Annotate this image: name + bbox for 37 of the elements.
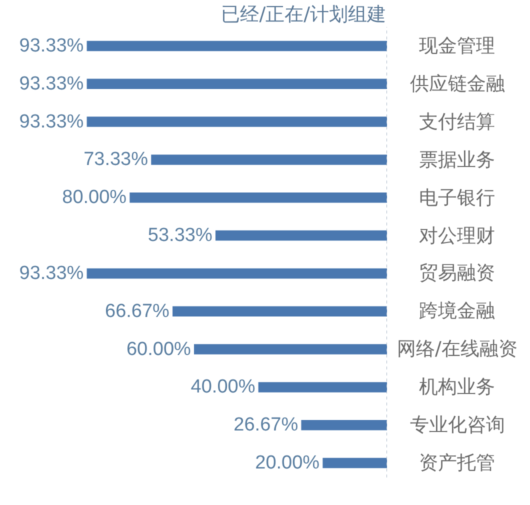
y-tick-label: 网络/在线融资	[397, 338, 518, 360]
bar	[301, 420, 387, 430]
bar	[194, 344, 387, 354]
data-label: 93.33%	[19, 73, 84, 94]
data-label: 20.00%	[255, 452, 320, 474]
y-tick-label: 支付结算	[419, 111, 495, 133]
bar	[151, 154, 387, 165]
chart-title: 已经/正在/计划组建	[221, 4, 386, 26]
data-label: 40.00%	[190, 376, 256, 398]
bar	[86, 78, 387, 89]
data-label: 26.67%	[234, 414, 298, 436]
data-label: 73.33%	[84, 149, 148, 170]
bar	[215, 230, 387, 241]
bar	[258, 382, 387, 392]
y-tick-label: 专业化咨询	[410, 414, 505, 436]
bar	[130, 192, 387, 203]
y-tick-label: 跨境金融	[419, 300, 495, 322]
bar	[322, 458, 387, 468]
y-tick-label: 资产托管	[419, 452, 495, 474]
y-tick-label: 对公理财	[419, 225, 495, 247]
y-tick-label: 电子银行	[419, 187, 495, 209]
bar	[86, 116, 387, 127]
y-tick-label: 票据业务	[419, 149, 495, 171]
bar	[86, 40, 387, 52]
y-tick-label: 机构业务	[419, 376, 495, 398]
y-tick-label: 现金管理	[419, 35, 495, 57]
y-tick-label: 贸易融资	[419, 262, 495, 284]
y-tick-label: 供应链金融	[410, 73, 505, 95]
bar	[172, 306, 387, 316]
data-label: 93.33%	[19, 35, 84, 56]
data-label: 60.00%	[126, 338, 191, 360]
bar	[86, 268, 387, 279]
data-label: 53.33%	[148, 225, 212, 246]
data-label: 93.33%	[19, 262, 84, 284]
data-label: 80.00%	[62, 187, 127, 208]
data-label: 66.67%	[104, 300, 170, 322]
data-label: 93.33%	[19, 111, 84, 132]
